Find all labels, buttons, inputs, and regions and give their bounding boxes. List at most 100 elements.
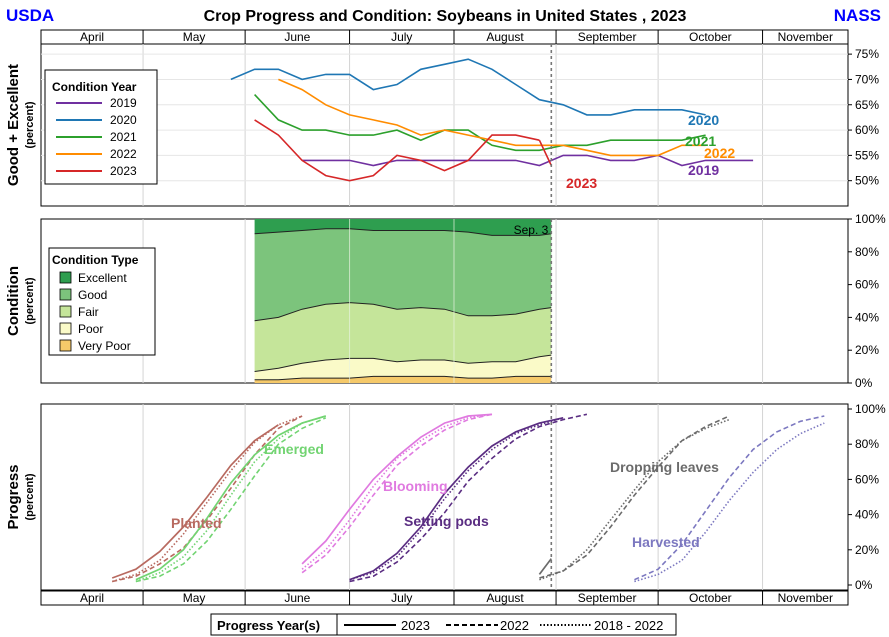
y-tick-label: 80% [855,245,879,259]
progress-line-setting-pods-2023 [349,416,564,581]
legend-label-good: Good [78,288,107,302]
panel-frame [40,43,849,207]
progress-line-setting-pods-avg [349,417,564,581]
month-label-june: June [284,30,310,44]
progress-line-blooming-avg [301,413,493,570]
progress-panel: 0%20%40%60%80%100%Progress (percent)Plant… [5,44,886,592]
boundary-fair [254,302,552,322]
y-tick-label: 55% [855,148,879,162]
y-tick-label: 0% [855,376,873,390]
month-label-october: October [689,30,732,44]
legend-swatch-fair [59,305,72,318]
month-label-july: July [391,30,412,44]
line-2019 [302,154,754,167]
month-label-april: April [80,30,104,44]
chart-title: Crop Progress and Condition: Soybeans in… [204,8,687,25]
boundary-good [254,228,552,236]
nass-logo: NASS [834,6,881,25]
stage-label-emerged: Emerged [264,441,324,457]
legend-entry: 2023 [401,618,430,633]
month-label-may: May [183,591,206,605]
legend-label-2019: 2019 [110,96,137,110]
condition-panel: 0% 20% 40% 60% 80% 100% Condition (percent) Sep.… [5,212,886,390]
month-bar-frame [40,590,849,606]
progress-line-emerged-2023 [135,415,327,581]
legend-label-fair: Fair [78,305,99,319]
month-label-august: August [486,30,524,44]
legend-swatch-good [59,288,72,301]
line-2020 [230,58,706,116]
y-tick-label: 75% [855,47,879,61]
area-very-poor [254,376,552,383]
y-axis-subtitle: (percent) [24,101,36,148]
month-label-september: September [578,591,637,605]
condition-type-legend [48,247,156,356]
boundary-very-poor [254,375,552,381]
usda-logo: USDA [6,6,54,25]
legend-entry: 2022 [500,618,529,633]
legend-frame [210,613,677,636]
legend-title: Condition Year [52,80,137,94]
y-tick-label: 70% [855,72,879,86]
month-label-june: June [284,591,310,605]
legend-label-excellent: Excellent [78,271,127,285]
month-label-may: May [183,30,206,44]
y-tick-label: 100% [855,212,886,226]
legend-label-2020: 2020 [110,113,137,127]
good-excellent-panel: 50% 55% 60% 65% 70% 75% Good + Excellent (perce… [5,43,879,207]
month-label-november: November [778,591,833,605]
y-tick-label: 0% [855,578,873,592]
y-tick-label: 40% [855,310,879,324]
end-label-2022: 2022 [704,145,735,161]
legend-label-very-poor: Very Poor [78,339,131,353]
progress-line-blooming-2023 [301,413,493,565]
y-axis-subtitle: (percent) [24,473,36,520]
month-label-july: July [391,591,412,605]
progress-line-planted-avg [111,415,303,583]
legend-swatch-excellent [59,271,72,284]
legend-swatch-very-poor [59,339,72,352]
y-tick-label: 100% [855,402,886,416]
progress-line-blooming-2022 [301,413,493,574]
stage-label-harvested: Harvested [632,534,700,550]
y-tick-label: 60% [855,472,879,486]
y-tick-label: 60% [855,123,879,137]
progress-line-harvested-2022 [634,415,825,581]
y-axis-title: Condition [5,266,22,336]
y-axis-title: Good + Excellent [5,64,22,186]
progress-line-emerged-2022 [135,417,327,583]
stage-label-setting-pods: Setting pods [404,513,489,529]
area-good [254,228,552,321]
legend-label-2022: 2022 [110,147,137,161]
date-annotation: Sep. 3 [514,223,549,237]
progress-line-dropping-leaves-avg [539,418,730,581]
legend-label-2023: 2023 [110,164,137,178]
legend-title: Condition Type [52,253,139,267]
y-tick-label: 20% [855,543,879,557]
progress-line-setting-pods-2022 [349,413,588,583]
legend-label-poor: Poor [78,322,103,336]
y-tick-label: 20% [855,343,879,357]
area-poor [254,355,552,380]
y-tick-label: 60% [855,278,879,292]
boundary-poor [254,354,552,372]
area-fair [254,302,552,372]
y-axis-subtitle: (percent) [24,277,36,324]
month-label-august: August [486,591,524,605]
legend-entry: 2018 - 2022 [594,618,663,633]
progress-line-harvested-avg [634,422,825,583]
legend-title: Progress Year(s) [217,618,320,633]
end-label-2019: 2019 [688,162,719,178]
line-2022 [278,78,706,157]
line-2023-tail [538,139,553,166]
progress-line-dropping-leaves-2023 [538,558,552,575]
month-axis-bottom: April May June July August September October No… [40,590,849,606]
end-label-2023: 2023 [566,175,597,191]
y-tick-label: 40% [855,508,879,522]
month-label-april: April [80,591,104,605]
legend-swatch-poor [59,322,72,335]
stage-label-planted: Planted [171,515,222,531]
legend-label-2021: 2021 [110,130,137,144]
y-tick-label: 65% [855,98,879,112]
